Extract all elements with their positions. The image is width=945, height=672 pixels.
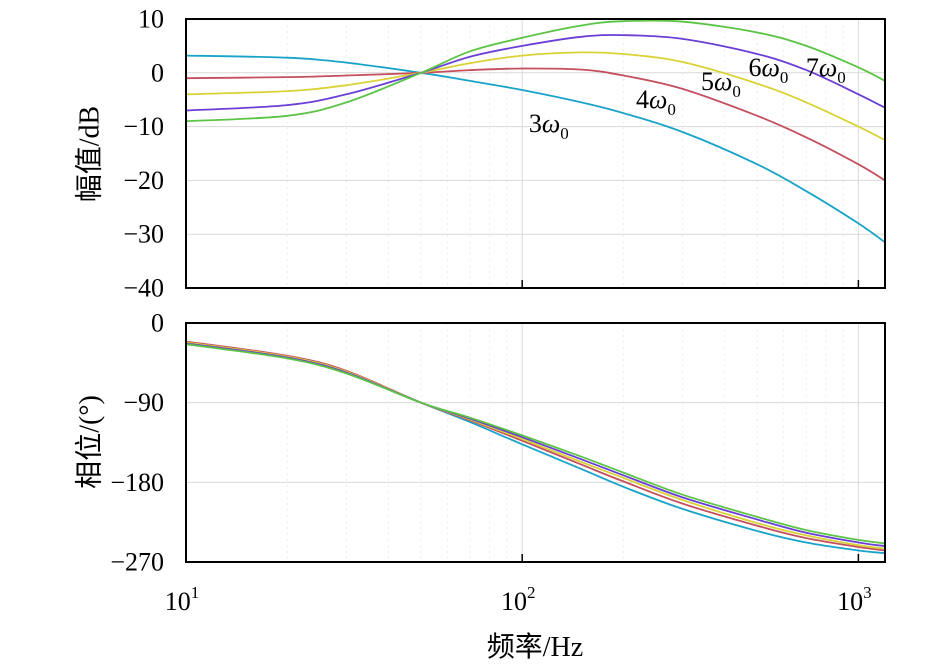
series-label-7ω0: 7ω0 (806, 53, 846, 87)
magnitude-series (185, 19, 886, 244)
phase-x-ticks: 101 102 103 (165, 583, 872, 616)
phase-frame (185, 322, 886, 563)
magnitude-grid (186, 18, 885, 289)
x-tick-label: 102 (501, 583, 536, 616)
magnitude-line-7ω0 (185, 19, 886, 123)
magnitude-line-6ω0 (185, 34, 886, 112)
x-tick-label: 101 (165, 583, 200, 616)
phase-line-4ω0 (185, 340, 886, 552)
phase-y-label: 相位/(°) (74, 395, 106, 489)
magnitude-line-3ω0 (185, 54, 886, 244)
y-tick-label: −30 (123, 220, 164, 249)
x-tick-label: 103 (837, 583, 872, 616)
phase-panel: 0 −90 −180 −270 101 102 103 相位/(°) 频率/Hz (74, 309, 886, 663)
y-tick-label: 0 (151, 58, 164, 87)
y-tick-label: −10 (123, 112, 164, 141)
series-label-4ω0: 4ω0 (636, 85, 676, 119)
series-label-3ω0: 3ω0 (529, 109, 569, 143)
phase-line-7ω0 (185, 343, 886, 545)
magnitude-line-5ω0 (185, 51, 886, 141)
phase-line-3ω0 (185, 341, 886, 554)
magnitude-line-4ω0 (185, 67, 886, 182)
y-tick-label: −20 (123, 166, 164, 195)
magnitude-y-label: 幅值/dB (74, 106, 106, 202)
series-label-5ω0: 5ω0 (701, 67, 741, 101)
phase-y-ticks: 0 −90 −180 −270 (110, 309, 164, 577)
y-tick-label: −270 (110, 548, 164, 577)
y-tick-label: −90 (123, 388, 164, 417)
magnitude-y-ticks: 10 0 −10 −20 −30 −40 (123, 5, 164, 303)
series-label-6ω0: 6ω0 (748, 53, 788, 87)
y-tick-label: 10 (138, 5, 164, 34)
y-tick-label: −40 (123, 274, 164, 303)
phase-line-6ω0 (185, 342, 886, 547)
phase-series (185, 340, 886, 554)
y-tick-label: −180 (110, 468, 164, 497)
y-tick-label: 0 (151, 309, 164, 338)
x-axis-label: 频率/Hz (487, 631, 583, 663)
magnitude-frame (185, 18, 886, 289)
